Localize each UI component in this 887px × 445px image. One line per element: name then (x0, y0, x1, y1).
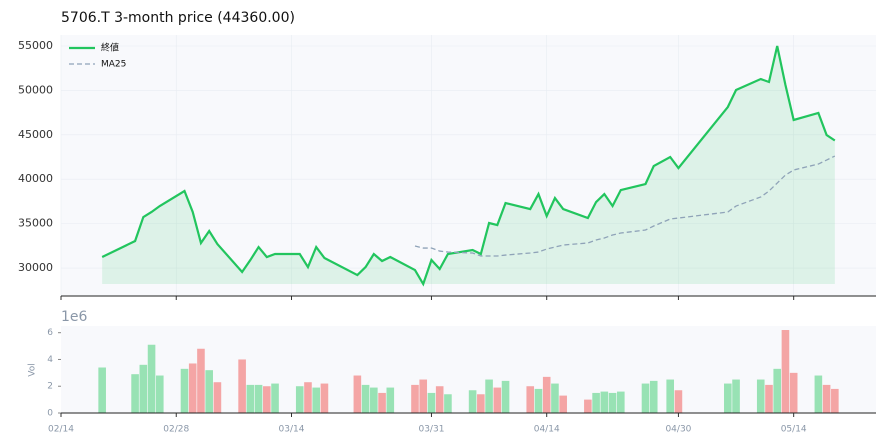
series-line (414, 155, 836, 257)
x-tick-label: 02/28 (163, 425, 189, 435)
volume-bar (155, 375, 164, 413)
chart-title: 5706.T 3-month price (44360.00) (61, 10, 295, 26)
volume-bar (773, 368, 782, 413)
volume-bar (641, 383, 650, 413)
volume-bar (814, 375, 823, 413)
volume-bar (724, 383, 732, 413)
volume-bar (271, 383, 279, 413)
y-tick-label: 30000 (18, 261, 53, 274)
y-tick-label: 0 (47, 409, 53, 419)
volume-bar (732, 379, 740, 413)
volume-bar (188, 363, 197, 413)
volume-bar (616, 391, 625, 413)
volume-bar (370, 387, 378, 413)
volume-bar (485, 379, 493, 413)
volume-bar (295, 386, 304, 413)
y-tick-label: 55000 (18, 39, 53, 52)
volume-bar (534, 388, 543, 413)
volume-bar (674, 390, 683, 413)
volume-bar (493, 387, 502, 413)
legend-label: MA25 (101, 60, 126, 70)
volume-bar (312, 387, 321, 413)
volume-bar (592, 392, 600, 413)
volume-bar (213, 382, 222, 413)
y-tick-label: 50000 (18, 83, 53, 96)
y-axis-label: Vol (28, 363, 38, 376)
volume-bar (831, 388, 839, 413)
volume-bar (444, 394, 452, 413)
offset-text: 1e6 (61, 309, 88, 325)
y-tick-label: 2 (47, 382, 53, 392)
volume-bar (559, 395, 567, 413)
volume-bar (411, 384, 419, 413)
x-tick-label: 03/14 (279, 425, 305, 435)
volume-bar (789, 372, 798, 413)
volume-bar (386, 387, 395, 413)
y-tick-label: 40000 (18, 172, 53, 185)
volume-bar (435, 386, 444, 413)
volume-bar (139, 364, 148, 413)
y-tick-label: 35000 (18, 217, 53, 230)
x-tick-label: 04/30 (665, 425, 691, 435)
volume-bar (197, 348, 205, 413)
volume-bar (263, 386, 271, 413)
volume-bar (649, 380, 658, 413)
volume-bar (378, 392, 386, 413)
plot-area (61, 326, 876, 413)
volume-bar (526, 386, 535, 413)
volume-bar (131, 374, 139, 413)
y-tick-label: 4 (47, 355, 53, 365)
volume-bar (238, 359, 246, 413)
volume-bar (468, 390, 477, 413)
y-tick-label: 45000 (18, 128, 53, 141)
volume-bar (551, 383, 559, 413)
volume-bar (822, 384, 831, 413)
y-tick-label: 6 (47, 328, 53, 338)
volume-bar (542, 376, 551, 413)
x-tick-label: 03/31 (418, 425, 444, 435)
volume-bar (584, 399, 592, 413)
volume-bar (147, 344, 156, 413)
volume-bar (246, 384, 255, 413)
series-line (101, 45, 836, 287)
volume-bar (765, 384, 773, 413)
volume-bar (756, 379, 765, 413)
volume-bar (477, 394, 485, 413)
x-tick-label: 04/14 (534, 425, 560, 435)
volume-bar (254, 384, 263, 413)
volume-bar (666, 379, 674, 413)
volume-bar (361, 384, 370, 413)
volume-bar (304, 382, 312, 413)
x-tick-label: 02/14 (48, 425, 74, 435)
plot-area (61, 35, 876, 296)
legend-label: 終値 (101, 42, 119, 54)
volume-bar (600, 391, 609, 413)
volume-bar (419, 379, 428, 413)
volume-bar (501, 380, 510, 413)
volume-bar (320, 383, 329, 413)
volume-bar (781, 330, 790, 413)
volume-bar (427, 392, 436, 413)
volume-bar (98, 367, 106, 413)
x-tick-label: 05/14 (781, 425, 807, 435)
volume-bar (205, 370, 213, 413)
volume-bar (608, 392, 617, 413)
volume-bar (353, 375, 362, 413)
volume-bar (180, 368, 189, 413)
area-fill (102, 46, 835, 285)
